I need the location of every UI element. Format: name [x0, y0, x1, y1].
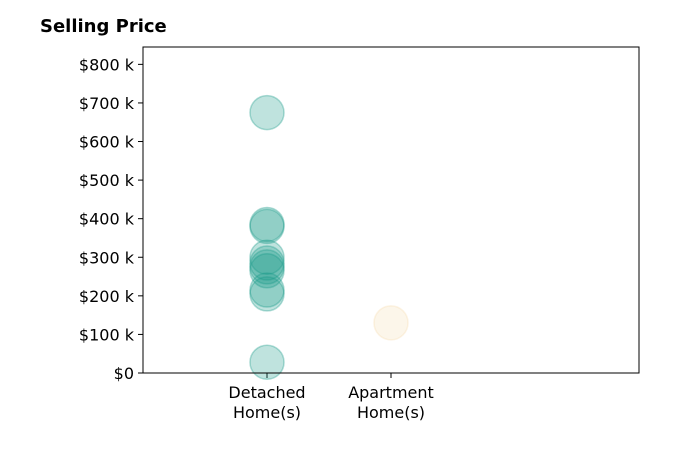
data-point — [373, 305, 409, 341]
y-tick-label: $100 k — [79, 325, 135, 344]
x-tick-label: Apartment Home(s) — [348, 383, 434, 422]
data-point — [249, 94, 285, 131]
data-point — [249, 344, 285, 380]
data-point — [249, 239, 285, 276]
chart-title: Selling Price — [40, 16, 167, 37]
data-point — [249, 208, 285, 245]
data-points — [249, 94, 409, 380]
y-tick-label: $500 k — [79, 171, 135, 190]
y-tick-label: $0 — [114, 364, 134, 383]
y-tick-label: $300 k — [79, 248, 135, 267]
data-point — [249, 253, 285, 289]
data-point — [249, 276, 285, 312]
x-tick-label: Detached Home(s) — [228, 383, 305, 422]
y-tick-label: $400 k — [79, 210, 135, 229]
y-tick-label: $700 k — [79, 94, 135, 113]
data-point — [249, 206, 285, 243]
y-tick-label: $600 k — [79, 133, 135, 152]
x-axis: Detached Home(s) Apartment Home(s) — [228, 373, 434, 422]
data-point — [249, 249, 285, 285]
y-tick-label: $800 k — [79, 55, 135, 74]
y-axis: $0 $100 k $200 k $300 k $400 k $500 k $600 k $7… — [79, 55, 143, 383]
plot-frame — [142, 46, 640, 374]
data-point — [249, 245, 285, 281]
data-point — [249, 272, 285, 308]
y-tick-label: $200 k — [79, 287, 135, 306]
